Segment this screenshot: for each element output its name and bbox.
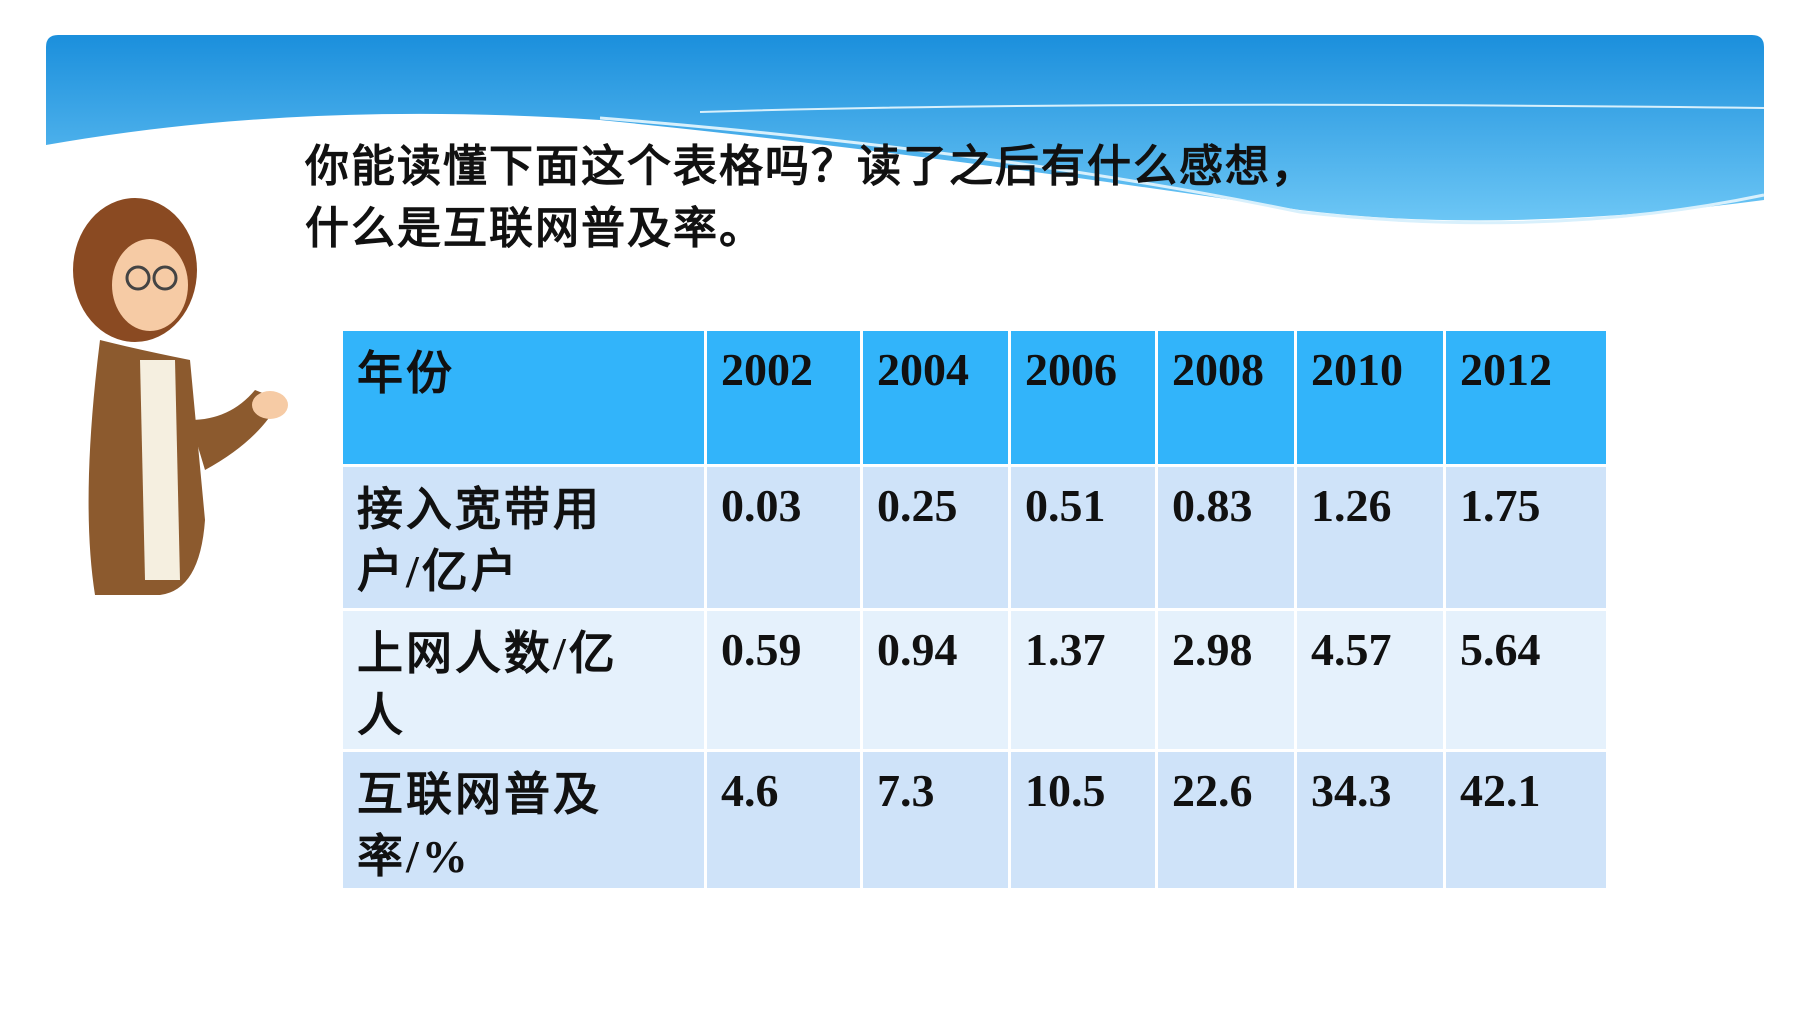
- table-cell: 2.98: [1155, 608, 1297, 752]
- cell-text: 4.57: [1311, 624, 1392, 675]
- table-row: 上网人数/亿人 0.59 0.94 1.37 2.98 4.57 5.64: [340, 608, 1609, 752]
- table-cell: 4.57: [1294, 608, 1446, 752]
- prompt-line: 什么是互联网普及率。: [305, 204, 765, 253]
- table-cell: 2008: [1155, 328, 1297, 467]
- cell-text: 0.59: [721, 624, 802, 675]
- table-cell: 22.6: [1155, 749, 1297, 891]
- table-cell: 0.83: [1155, 464, 1297, 611]
- table-cell: 0.03: [704, 464, 863, 611]
- cell-text: 2010: [1311, 344, 1403, 395]
- cell-text: 2006: [1025, 344, 1117, 395]
- table-cell: 0.59: [704, 608, 863, 752]
- cell-text: 0.03: [721, 480, 802, 531]
- table-cell: 1.75: [1443, 464, 1609, 611]
- cell-text: 2008: [1172, 344, 1264, 395]
- table-cell: 0.25: [860, 464, 1011, 611]
- row-label: 接入宽带用户/亿户: [357, 484, 602, 597]
- cell-text: 22.6: [1172, 765, 1253, 816]
- cell-text: 2002: [721, 344, 813, 395]
- cell-text: 10.5: [1025, 765, 1106, 816]
- cell-text: 2.98: [1172, 624, 1253, 675]
- cell-text: 0.94: [877, 624, 958, 675]
- banner-decoration: [46, 35, 1765, 595]
- data-table: 年份 2002 2004 2006 2008 2010 2012 接入宽带用户/亿户 0.03 0…: [340, 328, 1609, 891]
- table-cell: 2010: [1294, 328, 1446, 467]
- table-cell: 2002: [704, 328, 863, 467]
- table-cell: 7.3: [860, 749, 1011, 891]
- cell-text: 0.25: [877, 480, 958, 531]
- cell-text: 0.51: [1025, 480, 1106, 531]
- cell-text: 0.83: [1172, 480, 1253, 531]
- row-label: 上网人数/亿人: [357, 628, 618, 741]
- table-cell: 5.64: [1443, 608, 1609, 752]
- cell-text: 7.3: [877, 765, 935, 816]
- table-row: 互联网普及率/% 4.6 7.3 10.5 22.6 34.3 42.1: [340, 749, 1609, 891]
- row-label: 年份: [357, 348, 455, 399]
- row-label: 互联网普及率/%: [357, 769, 602, 882]
- cell-text: 1.37: [1025, 624, 1106, 675]
- cell-text: 42.1: [1460, 765, 1541, 816]
- teacher-illustration: [73, 198, 288, 595]
- table-row: 接入宽带用户/亿户 0.03 0.25 0.51 0.83 1.26 1.75: [340, 464, 1609, 611]
- table-cell: 0.94: [860, 608, 1011, 752]
- cell-text: 34.3: [1311, 765, 1392, 816]
- table-cell: 2004: [860, 328, 1011, 467]
- table-cell: 年份: [340, 328, 707, 467]
- table-cell: 1.37: [1008, 608, 1158, 752]
- header-row: 年份 2002 2004 2006 2008 2010 2012: [340, 328, 1609, 467]
- cell-text: 2004: [877, 344, 969, 395]
- table-cell: 34.3: [1294, 749, 1446, 891]
- table-cell: 2006: [1008, 328, 1158, 467]
- cell-text: 5.64: [1460, 624, 1541, 675]
- table-cell: 2012: [1443, 328, 1609, 467]
- cell-text: 1.26: [1311, 480, 1392, 531]
- table-cell: 1.26: [1294, 464, 1446, 611]
- table-cell: 互联网普及率/%: [340, 749, 707, 891]
- table-cell: 4.6: [704, 749, 863, 891]
- cell-text: 2012: [1460, 344, 1552, 395]
- table-cell: 接入宽带用户/亿户: [340, 464, 707, 611]
- cell-text: 4.6: [721, 765, 779, 816]
- table-cell: 上网人数/亿人: [340, 608, 707, 752]
- table-cell: 0.51: [1008, 464, 1158, 611]
- table-cell: 42.1: [1443, 749, 1609, 891]
- cell-text: 1.75: [1460, 480, 1541, 531]
- table-cell: 10.5: [1008, 749, 1158, 891]
- prompt-line: 你能读懂下面这个表格吗？读了之后有什么感想，: [305, 142, 1317, 191]
